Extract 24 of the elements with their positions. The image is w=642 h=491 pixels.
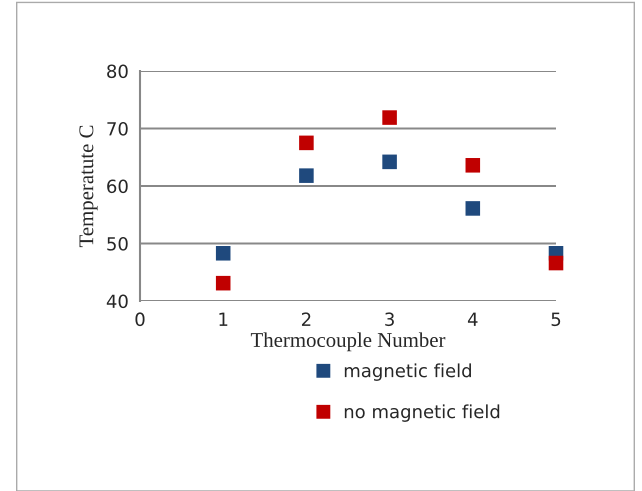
y-tick-label: 60 — [107, 179, 128, 194]
x-tick-label: 1 — [219, 312, 228, 326]
x-axis-title: Thermocouple Number — [250, 332, 446, 352]
point — [466, 158, 480, 173]
x-tick-label: 3 — [385, 312, 394, 326]
y-tick-label: 80 — [107, 64, 128, 78]
point — [216, 276, 230, 290]
point — [548, 256, 564, 270]
legend-label: magnetic field — [344, 363, 471, 381]
x-tick-label: 4 — [468, 312, 478, 326]
y-tick-label: 40 — [106, 294, 128, 308]
point — [216, 246, 230, 261]
y-tick-label: 70 — [107, 122, 128, 136]
point — [466, 201, 480, 216]
x-tick-label: 2 — [302, 312, 310, 326]
y-tick-label: 50 — [107, 236, 128, 251]
x-tick-label: 5 — [552, 312, 560, 326]
point — [299, 168, 314, 183]
point — [382, 110, 397, 125]
y-axis-title: Temperatute C — [79, 126, 98, 248]
legend-label: no magnetic field — [344, 404, 500, 422]
point — [382, 154, 397, 170]
x-tick-label: 0 — [135, 312, 145, 326]
point — [299, 136, 314, 150]
